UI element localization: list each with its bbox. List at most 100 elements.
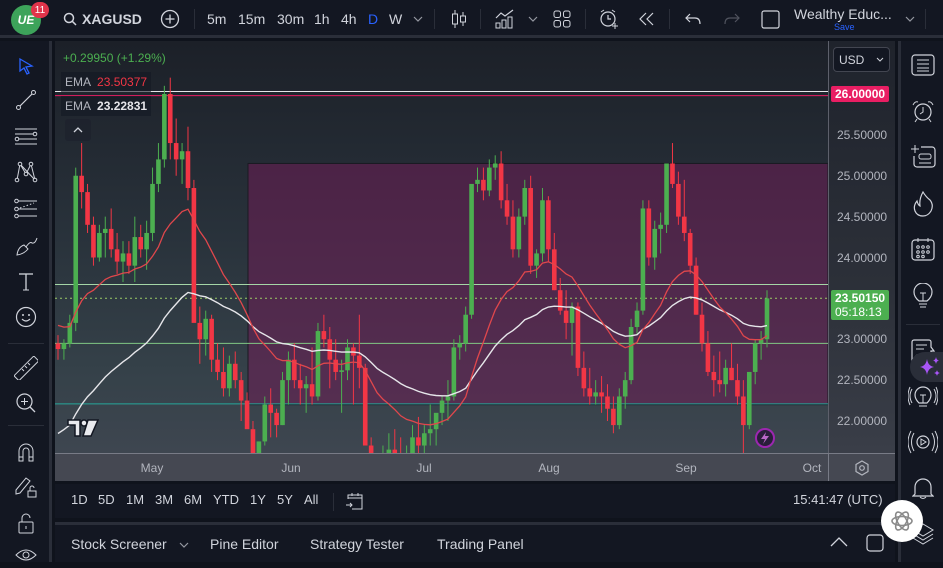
range-6m[interactable]: 6M [184,492,203,507]
text-tool[interactable] [13,269,39,295]
watchlist-button[interactable] [908,50,938,80]
range-5d[interactable]: 5D [98,492,115,507]
add-symbol-button[interactable] [160,0,180,38]
ema-legend-slow[interactable]: EMA 23.22831 [61,96,152,116]
broadcast-lightbulb-icon [908,385,938,411]
range-5y[interactable]: 5Y [277,492,293,507]
chatgpt-button[interactable] [881,500,923,542]
cursor-tool[interactable] [13,53,39,79]
interval-d[interactable]: D [368,11,379,27]
trend-line-tool[interactable] [13,87,39,113]
tab-strategy-tester[interactable]: Strategy Tester [310,536,404,552]
zoom-in-tool[interactable] [13,390,39,416]
text-icon [17,272,35,292]
maximize-panel-button[interactable] [866,534,884,552]
layout-grid-button[interactable] [553,0,571,38]
lock-all-tool[interactable] [13,510,39,536]
candle-body [232,363,238,381]
forecast-tool[interactable] [13,196,39,222]
alert-price-tag[interactable]: 26.00000 [831,86,890,102]
pattern-tool[interactable] [13,159,39,185]
interval-w[interactable]: W [389,11,403,27]
expand-panel-button[interactable] [830,537,848,547]
candle-body [752,343,758,372]
magnet-tool[interactable] [13,439,39,465]
ema-label: EMA [65,99,92,113]
range-ytd[interactable]: YTD [213,492,239,507]
range-1y[interactable]: 1Y [250,492,266,507]
live-button[interactable] [908,427,938,457]
divider [669,9,670,29]
drawing-toolbar [0,41,52,562]
go-to-date-button[interactable] [345,491,365,511]
forecast-icon [14,198,38,220]
redo-button[interactable] [724,0,740,38]
collapse-legend-button[interactable] [65,119,91,141]
chart-settings-button[interactable] [828,453,895,481]
candle-body [61,343,67,350]
candlestick-chart[interactable] [55,41,828,453]
candle-body [67,322,73,344]
alarm-clock-icon [911,99,935,123]
candle-body [221,371,226,389]
interval-dropdown[interactable] [413,0,423,38]
lock-drawings-tool[interactable] [13,474,39,500]
clock[interactable]: 15:41:47 (UTC) [793,492,883,507]
ai-assistant-button[interactable] [910,352,943,382]
interval-4h[interactable]: 4h [341,11,357,27]
ideas-button[interactable] [908,281,938,311]
interval-1h[interactable]: 1h [314,11,330,27]
candle-body [339,370,344,372]
interval-5m[interactable]: 5m [207,11,227,27]
horizontal-lines-tool[interactable] [13,123,39,149]
streams-button[interactable] [908,383,938,413]
indicators-button[interactable] [494,0,516,38]
save-layout-link[interactable]: Save [834,22,855,32]
tab-pine-editor[interactable]: Pine Editor [210,536,279,552]
undo-button[interactable] [685,0,701,38]
measure-tool[interactable] [13,355,39,381]
candle-body [510,216,516,250]
range-3m[interactable]: 3M [155,492,174,507]
divider [8,425,44,426]
object-tree-button[interactable] [908,141,938,171]
emoji-tool[interactable] [13,304,39,330]
hotlists-button[interactable] [908,189,938,219]
price-scale[interactable]: USD 25.50000 25.00000 24.50000 24.00000 23.0… [828,41,895,453]
indicators-dropdown[interactable] [528,0,538,38]
tab-trading-panel[interactable]: Trading Panel [437,536,524,552]
candle-body [85,192,90,225]
candle-body [652,228,658,258]
ema-legend-fast[interactable]: EMA 23.50377 [61,72,152,92]
tab-stock-screener[interactable]: Stock Screener [71,536,189,552]
calendar-goto-icon [345,491,365,511]
layout-name[interactable]: Wealthy Educ... [794,6,892,22]
currency-selector[interactable]: USD [833,47,890,72]
calendar-button[interactable] [908,234,938,264]
symbol-search-button[interactable]: XAGUSD [63,0,142,38]
price-pane[interactable]: +0.29950 (+1.29%) EMA 23.50377 EMA 23.22… [55,41,828,453]
candle-body [575,306,581,368]
chart-type-button[interactable] [450,0,468,38]
time-scale[interactable]: May Jun Jul Aug Sep Oct [55,453,828,481]
candle-body [73,175,79,323]
brush-tool[interactable] [13,233,39,259]
fullscreen-button[interactable] [761,0,780,38]
candle-body [427,429,433,434]
create-alert-button[interactable] [598,0,620,38]
time-label: Aug [538,461,560,475]
replay-button[interactable] [638,0,656,38]
alerts-button[interactable] [908,96,938,126]
interval-30m[interactable]: 30m [277,11,305,27]
interval-15m[interactable]: 15m [238,11,266,27]
range-all[interactable]: All [304,492,319,507]
layout-dropdown[interactable] [905,0,915,38]
range-1d[interactable]: 1D [71,492,88,507]
range-1m[interactable]: 1M [126,492,145,507]
legend-change: +0.29950 (+1.29%) [63,51,166,65]
notification-badge[interactable]: 11 [31,2,49,18]
notifications-button[interactable] [908,473,938,503]
lightning-button[interactable] [755,428,775,448]
time-label: Oct [802,461,822,475]
visibility-tool[interactable] [13,542,39,568]
